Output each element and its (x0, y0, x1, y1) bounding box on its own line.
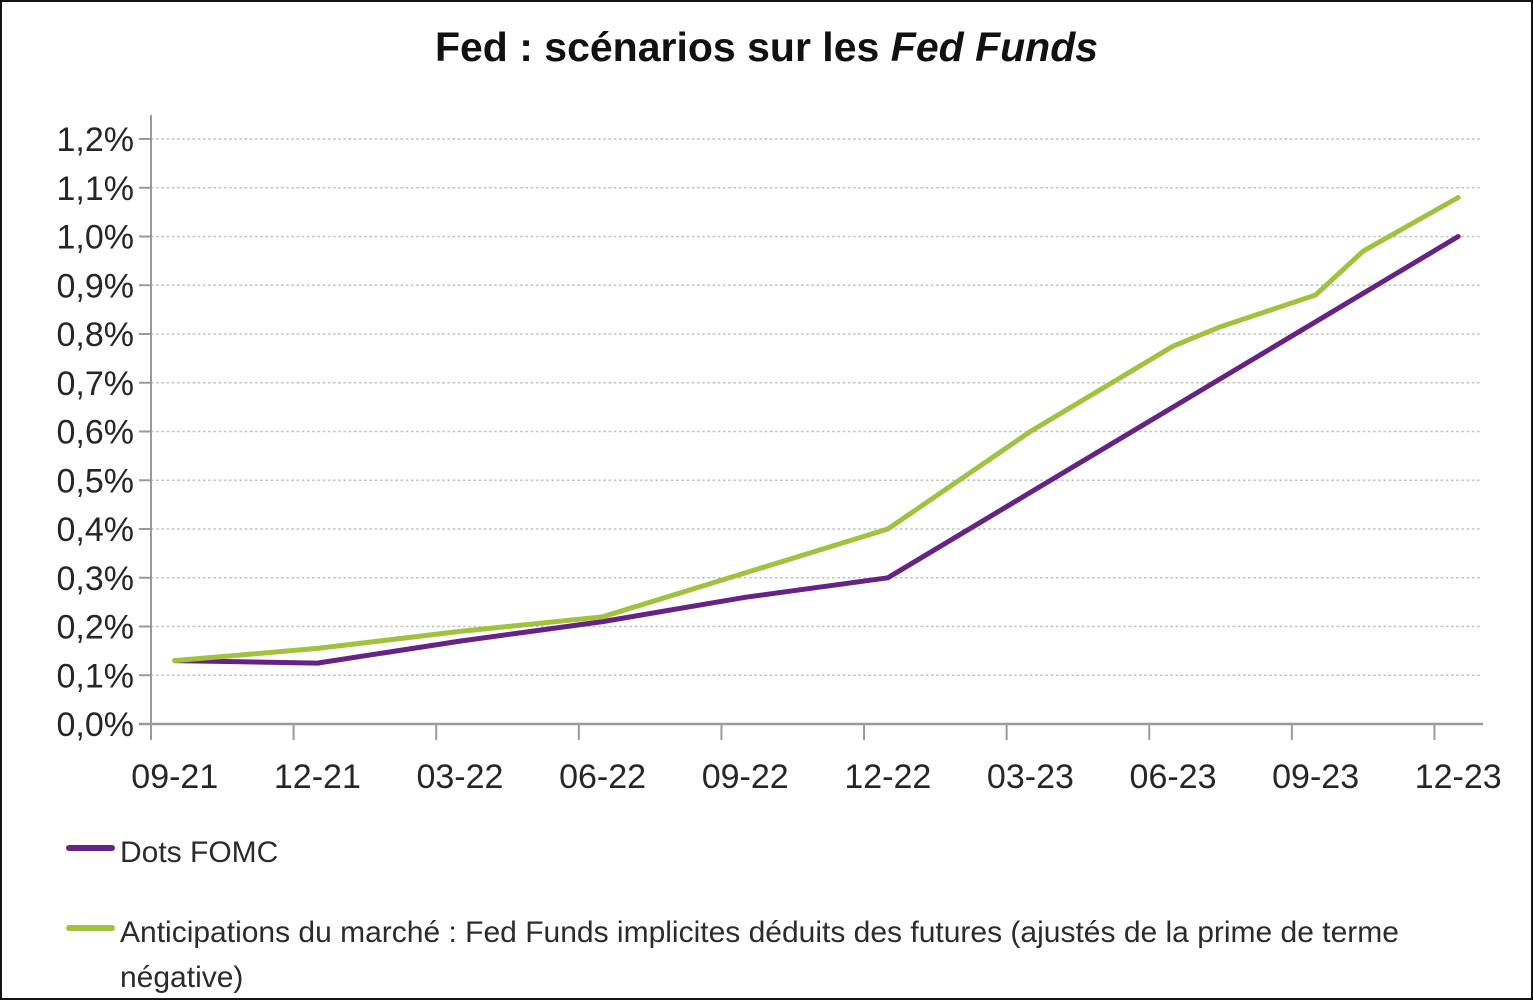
chart-title: Fed : scénarios sur les Fed Funds (2, 24, 1531, 71)
series-line-dots-fomc (172, 234, 1461, 666)
chart-canvas: 0,0% 0,1% 0,2% 0,3% 0,4% 0,5% 0,6% 0,7% 0,8% 0,9%… (57, 115, 1502, 796)
x-tick-label: 03-22 (416, 758, 503, 796)
legend-item-dots-fomc: Dots FOMC (66, 830, 278, 875)
y-tick-label: 0,7% (57, 365, 135, 403)
y-tick-label: 0,3% (57, 560, 135, 598)
x-tick-label: 09-23 (1272, 758, 1359, 796)
y-tick-label: 0,5% (57, 462, 135, 500)
y-tick-label: 1,2% (57, 121, 135, 159)
y-tick-label: 0,4% (57, 511, 135, 549)
chart-title-main: Fed : scénarios sur les (434, 24, 880, 70)
chart-title-italic: Fed Funds (890, 24, 1099, 70)
x-tick-label: 06-23 (1130, 758, 1217, 796)
y-tick-label: 0,2% (57, 609, 135, 647)
series-line-market-anticipations (172, 195, 1461, 664)
y-tick-label: 1,1% (57, 170, 135, 208)
x-tick-label: 12-22 (844, 758, 931, 796)
legend-swatch-dots-fomc (66, 845, 115, 851)
legend-label-dots-fomc: Dots FOMC (120, 836, 279, 869)
x-tick-label: 03-23 (987, 758, 1074, 796)
y-tick-label: 0,8% (57, 316, 135, 354)
legend-label-market-anticipations: Anticipations du marché : Fed Funds impl… (120, 916, 1399, 994)
y-tick-label: 1,0% (57, 219, 135, 257)
x-tick-label: 09-22 (702, 758, 789, 796)
y-tick-label: 0,9% (57, 267, 135, 305)
y-tick-label: 0,1% (57, 657, 135, 695)
x-tick-label: 12-21 (274, 758, 361, 796)
legend-item-market-anticipations: Anticipations du marché : Fed Funds impl… (66, 910, 1505, 998)
y-tick-label: 0,0% (57, 706, 135, 744)
legend-swatch-market-anticipations (66, 925, 115, 931)
y-tick-label: 0,6% (57, 414, 135, 452)
x-tick-label: 09-21 (131, 758, 218, 796)
x-tick-label: 12-23 (1415, 758, 1502, 796)
x-tick-label: 06-22 (559, 758, 646, 796)
